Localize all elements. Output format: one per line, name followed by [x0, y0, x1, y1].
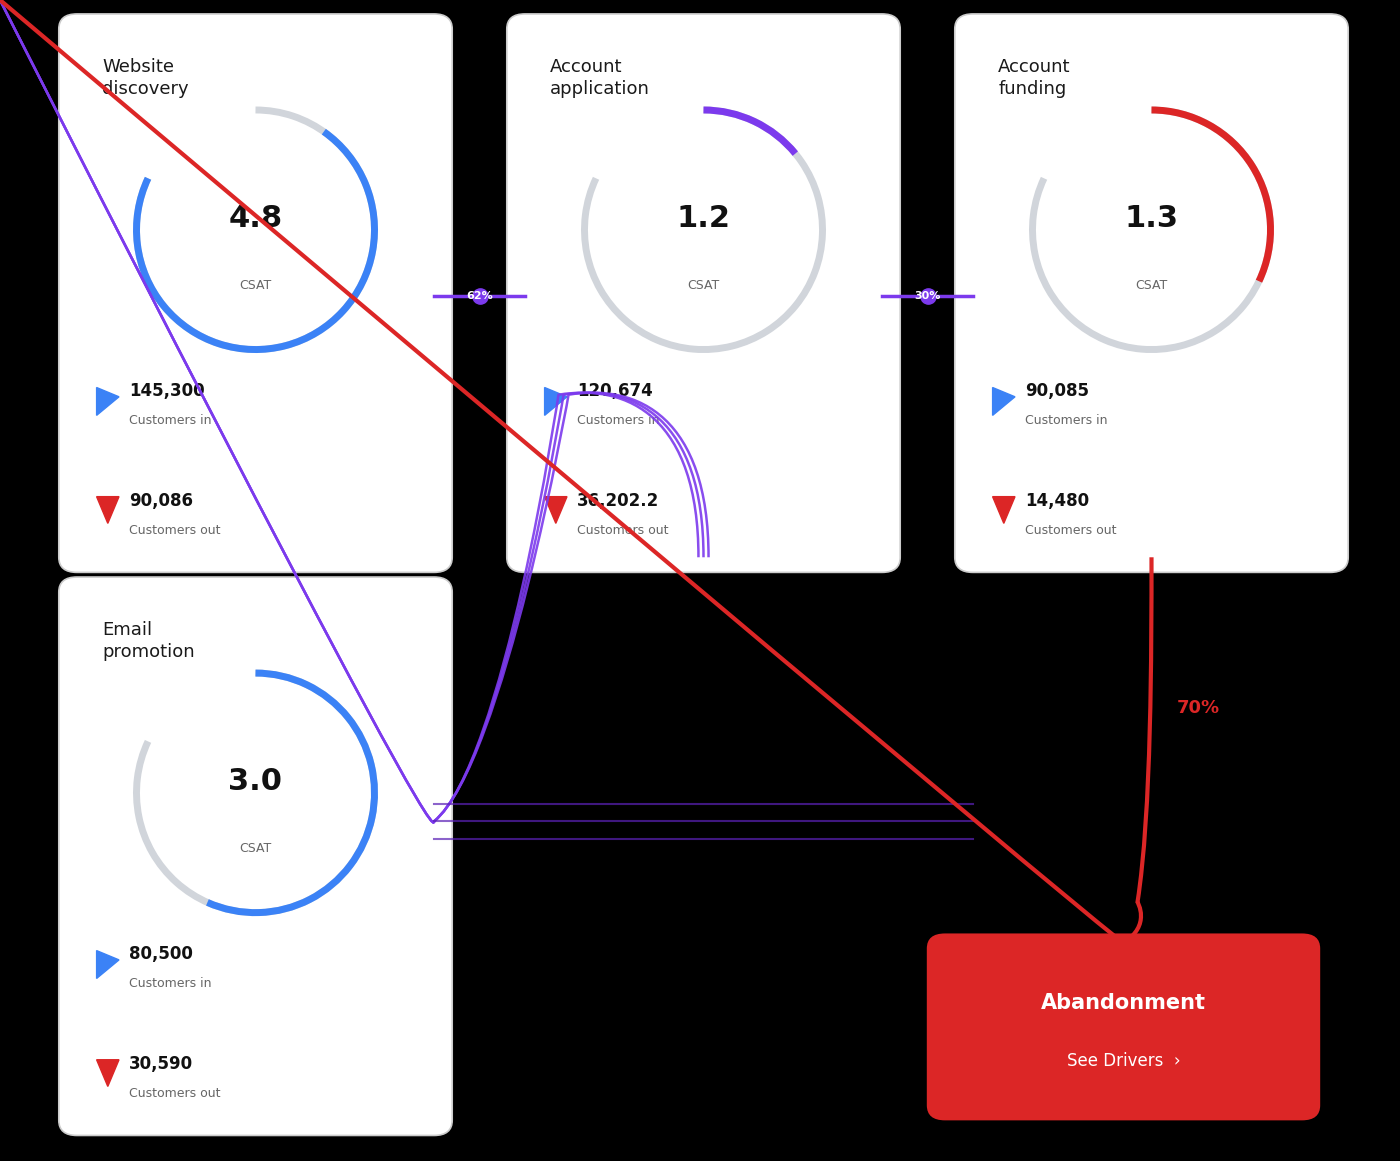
Text: Website
discovery: Website discovery [102, 58, 189, 99]
Text: Customers out: Customers out [129, 524, 220, 536]
Polygon shape [545, 497, 567, 524]
Polygon shape [97, 388, 119, 416]
Text: 120,674: 120,674 [577, 382, 652, 401]
Text: See Drivers  ›: See Drivers › [1067, 1052, 1180, 1070]
Text: 90,086: 90,086 [129, 492, 193, 511]
Polygon shape [545, 388, 567, 416]
Text: Customers out: Customers out [577, 524, 668, 536]
Text: Abandonment: Abandonment [1042, 994, 1205, 1014]
FancyBboxPatch shape [927, 933, 1320, 1120]
Text: CSAT: CSAT [687, 279, 720, 291]
FancyBboxPatch shape [59, 14, 452, 572]
Text: Customers out: Customers out [129, 1087, 220, 1099]
Polygon shape [993, 388, 1015, 416]
Polygon shape [97, 951, 119, 979]
Text: Customers in: Customers in [1025, 413, 1107, 426]
Text: CSAT: CSAT [239, 279, 272, 291]
Text: 80,500: 80,500 [129, 945, 193, 964]
Polygon shape [993, 497, 1015, 524]
Polygon shape [97, 497, 119, 524]
Text: Customers in: Customers in [129, 976, 211, 989]
Text: 30,590: 30,590 [129, 1055, 193, 1074]
Text: Email
promotion: Email promotion [102, 621, 195, 662]
Text: Account
funding: Account funding [998, 58, 1071, 99]
Text: 145,300: 145,300 [129, 382, 204, 401]
Text: Account
application: Account application [550, 58, 650, 99]
Text: 36,202.2: 36,202.2 [577, 492, 659, 511]
Text: CSAT: CSAT [239, 842, 272, 854]
Text: 14,480: 14,480 [1025, 492, 1089, 511]
Text: 4.8: 4.8 [228, 203, 283, 232]
Text: 1.2: 1.2 [676, 203, 731, 232]
Text: 70%: 70% [1176, 699, 1219, 717]
Text: CSAT: CSAT [1135, 279, 1168, 291]
Text: 1.3: 1.3 [1124, 203, 1179, 232]
Text: 3.0: 3.0 [228, 766, 283, 795]
Text: Customers in: Customers in [577, 413, 659, 426]
Text: Customers out: Customers out [1025, 524, 1116, 536]
Text: 30%: 30% [914, 291, 941, 301]
Text: Customers in: Customers in [129, 413, 211, 426]
FancyBboxPatch shape [59, 577, 452, 1135]
Text: 62%: 62% [466, 291, 493, 301]
FancyBboxPatch shape [507, 14, 900, 572]
Text: 90,085: 90,085 [1025, 382, 1089, 401]
Polygon shape [97, 1060, 119, 1087]
FancyBboxPatch shape [955, 14, 1348, 572]
